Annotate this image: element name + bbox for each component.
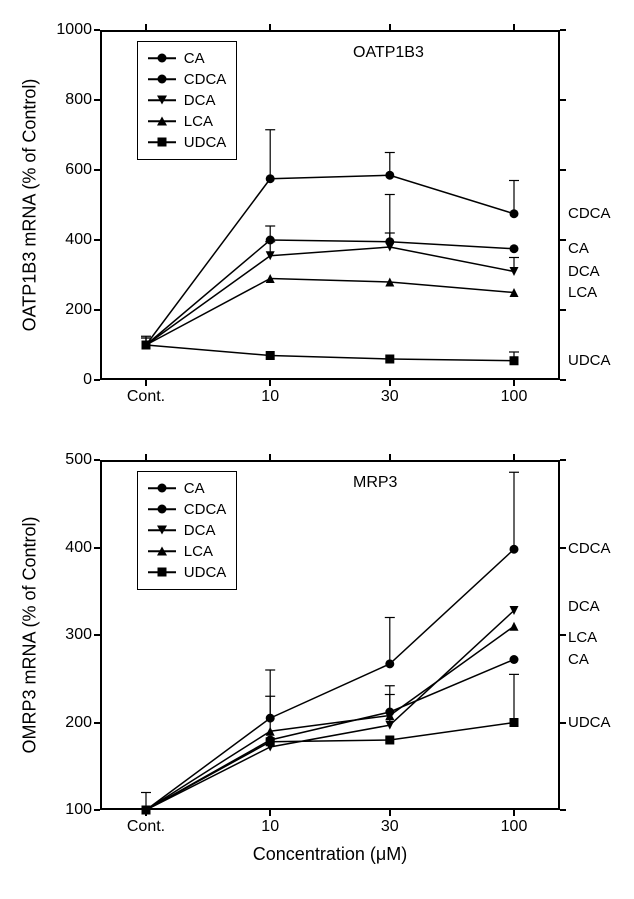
legend-label: LCA bbox=[184, 111, 213, 132]
square-marker-icon bbox=[157, 138, 166, 147]
legend: CA CDCA DCA LCA UDCA bbox=[137, 41, 238, 160]
legend-item: CDCA bbox=[148, 69, 227, 90]
circle-marker-icon bbox=[157, 54, 166, 63]
xtick-label: Cont. bbox=[127, 818, 165, 836]
legend-label: CA bbox=[184, 478, 205, 499]
panel-title: MRP3 bbox=[353, 474, 397, 492]
xtick-label: Cont. bbox=[127, 388, 165, 406]
legend-label: CDCA bbox=[184, 499, 227, 520]
legend-label: LCA bbox=[184, 541, 213, 562]
legend-item: DCA bbox=[148, 90, 227, 111]
legend-label: DCA bbox=[184, 520, 216, 541]
triangle-down-marker-icon bbox=[157, 96, 167, 105]
series-end-label: CDCA bbox=[568, 540, 611, 557]
ytick-label: 200 bbox=[65, 301, 92, 319]
series-end-label: CDCA bbox=[568, 205, 611, 222]
legend-item: LCA bbox=[148, 111, 227, 132]
square-marker-icon bbox=[157, 568, 166, 577]
triangle-up-marker-icon bbox=[157, 117, 167, 126]
legend-label: UDCA bbox=[184, 562, 227, 583]
triangle-down-marker-icon bbox=[157, 526, 167, 535]
ytick-label: 400 bbox=[65, 231, 92, 249]
ytick-label: 0 bbox=[83, 371, 92, 389]
series-end-label: UDCA bbox=[568, 352, 611, 369]
series-end-label: CA bbox=[568, 651, 589, 668]
series-end-label: CA bbox=[568, 240, 589, 257]
x-axis-label: Concentration (μM) bbox=[253, 844, 407, 865]
y-axis-label: OMRP3 mRNA (% of Control) bbox=[20, 516, 41, 753]
circle-marker-icon bbox=[157, 484, 166, 493]
series-end-label: LCA bbox=[568, 629, 597, 646]
legend-label: UDCA bbox=[184, 132, 227, 153]
triangle-up-marker-icon bbox=[157, 547, 167, 556]
xtick-label: 100 bbox=[501, 818, 528, 836]
xtick-label: 30 bbox=[381, 388, 399, 406]
xtick-label: 10 bbox=[261, 388, 279, 406]
y-axis-label: OATP1B3 mRNA (% of Control) bbox=[20, 79, 41, 332]
legend-item: CA bbox=[148, 48, 227, 69]
legend-item: UDCA bbox=[148, 562, 227, 583]
series-end-label: DCA bbox=[568, 598, 600, 615]
panel-title: OATP1B3 bbox=[353, 44, 424, 62]
figure: 0 200 400 600 800 1000 Cont. 10 30 100 OATP1B3 CA… bbox=[0, 0, 634, 899]
legend-item: LCA bbox=[148, 541, 227, 562]
ytick-label: 1000 bbox=[56, 21, 92, 39]
legend-label: DCA bbox=[184, 90, 216, 111]
legend-item: CDCA bbox=[148, 499, 227, 520]
ytick-label: 600 bbox=[65, 161, 92, 179]
xtick-label: 10 bbox=[261, 818, 279, 836]
legend-item: CA bbox=[148, 478, 227, 499]
ytick-label: 100 bbox=[65, 801, 92, 819]
circle-marker-icon bbox=[157, 505, 166, 514]
ytick-label: 500 bbox=[65, 451, 92, 469]
legend: CA CDCA DCA LCA UDCA bbox=[137, 471, 238, 590]
legend-item: DCA bbox=[148, 520, 227, 541]
xtick-label: 30 bbox=[381, 818, 399, 836]
circle-marker-icon bbox=[157, 75, 166, 84]
ytick-label: 800 bbox=[65, 91, 92, 109]
legend-label: CDCA bbox=[184, 69, 227, 90]
panel-top: 02004006008001000Cont.1030100 OATP1B3 CA… bbox=[100, 30, 560, 380]
panel-bottom: 100200300400500Cont.1030100 MRP3 CA CDCA… bbox=[100, 460, 560, 810]
series-end-label: DCA bbox=[568, 263, 600, 280]
legend-item: UDCA bbox=[148, 132, 227, 153]
legend-label: CA bbox=[184, 48, 205, 69]
ytick-label: 200 bbox=[65, 714, 92, 732]
ytick-label: 400 bbox=[65, 539, 92, 557]
ytick-label: 300 bbox=[65, 626, 92, 644]
series-end-label: LCA bbox=[568, 284, 597, 301]
series-end-label: UDCA bbox=[568, 714, 611, 731]
xtick-label: 100 bbox=[501, 388, 528, 406]
